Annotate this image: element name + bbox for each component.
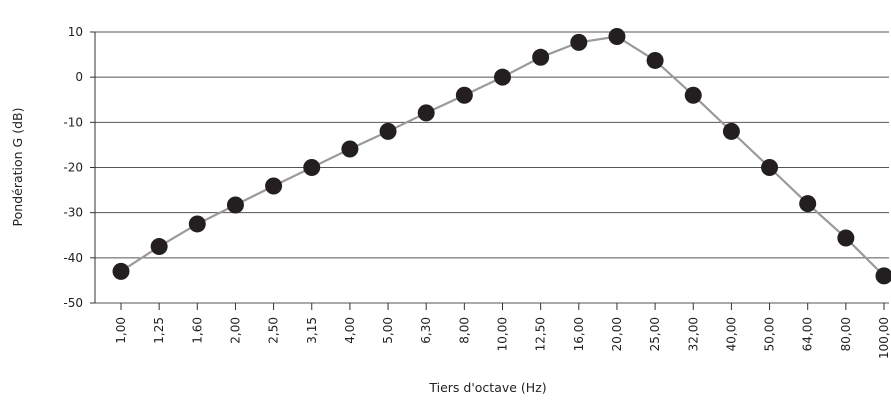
x-tick-labels: 1,00 1,25 1,60 2,00 2,50 3,15 4,00 5,00 6,30 8,00… bbox=[114, 317, 891, 359]
data-point bbox=[799, 195, 817, 213]
data-point bbox=[722, 122, 740, 140]
x-tick-label: 6,30 bbox=[419, 317, 433, 344]
x-tick-label: 1,00 bbox=[114, 317, 128, 344]
data-point bbox=[417, 104, 435, 122]
y-tick-labels: 10 0 -10 -20 -30 -40 -50 bbox=[63, 25, 83, 310]
y-tick-label: 0 bbox=[75, 70, 83, 84]
grid-lines bbox=[95, 31, 889, 304]
x-tick-label: 25,00 bbox=[648, 317, 662, 351]
x-tick-label: 8,00 bbox=[457, 317, 471, 344]
data-point bbox=[608, 28, 626, 46]
data-point bbox=[112, 262, 130, 280]
data-point bbox=[226, 196, 244, 214]
x-tick-label: 32,00 bbox=[686, 317, 700, 351]
x-tick-label: 5,00 bbox=[381, 317, 395, 344]
x-tick-label: 64,00 bbox=[801, 317, 815, 351]
data-point bbox=[532, 48, 550, 66]
data-point bbox=[837, 229, 855, 247]
y-tick-label: 10 bbox=[68, 25, 83, 39]
x-tick-label: 80,00 bbox=[839, 317, 853, 351]
data-point bbox=[455, 86, 473, 104]
x-tick-label: 2,50 bbox=[267, 317, 281, 344]
data-point bbox=[341, 140, 359, 158]
data-point bbox=[303, 159, 321, 176]
data-point bbox=[684, 86, 702, 104]
x-tick-label: 1,25 bbox=[152, 317, 166, 344]
x-tick-label: 3,15 bbox=[305, 317, 319, 344]
x-tick-label: 4,00 bbox=[343, 317, 357, 344]
axes bbox=[90, 31, 885, 310]
y-tick-label: -50 bbox=[63, 296, 83, 310]
data-point bbox=[188, 215, 206, 233]
data-point bbox=[265, 177, 283, 195]
y-tick-label: -20 bbox=[63, 161, 83, 175]
x-tick-label: 40,00 bbox=[724, 317, 738, 351]
data-point bbox=[570, 33, 588, 51]
x-tick-label: 20,00 bbox=[610, 317, 624, 351]
series bbox=[112, 28, 891, 285]
x-axis-label: Tiers d'octave (Hz) bbox=[428, 380, 546, 395]
x-tick-label: 100,00 bbox=[877, 317, 891, 359]
data-point bbox=[494, 68, 511, 86]
data-point bbox=[150, 238, 168, 256]
x-tick-label: 1,60 bbox=[190, 317, 204, 344]
x-tick-label: 16,00 bbox=[572, 317, 586, 351]
data-point bbox=[875, 267, 891, 285]
data-point bbox=[379, 122, 397, 140]
y-tick-label: -40 bbox=[63, 251, 83, 265]
y-axis-label: Pondération G (dB) bbox=[10, 108, 25, 227]
x-tick-label: 10,00 bbox=[496, 317, 510, 351]
data-point bbox=[761, 159, 779, 176]
y-tick-label: -10 bbox=[63, 115, 83, 129]
data-point bbox=[646, 51, 664, 69]
x-tick-label: 2,00 bbox=[228, 317, 242, 344]
y-tick-label: -30 bbox=[63, 206, 83, 220]
x-tick-label: 12,50 bbox=[534, 317, 548, 351]
x-tick-label: 50,00 bbox=[763, 317, 777, 351]
